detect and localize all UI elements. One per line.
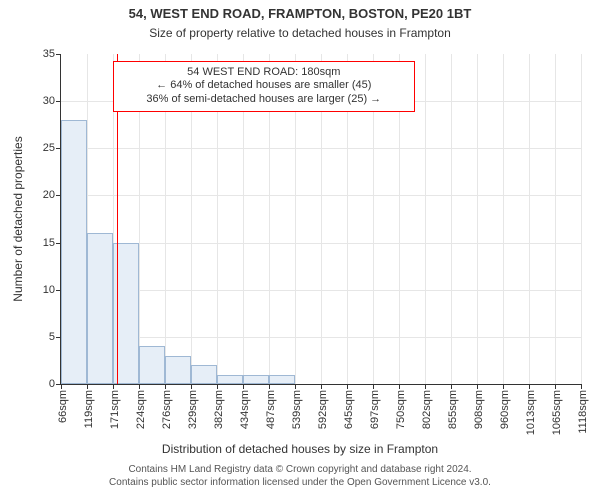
histogram-bar [61, 120, 87, 384]
histogram-bar [269, 375, 295, 384]
x-tick-mark [191, 384, 192, 389]
x-tick-label: 487sqm [265, 390, 277, 429]
x-tick-label: 908sqm [473, 390, 485, 429]
histogram-bar [243, 375, 269, 384]
callout-line: 54 WEST END ROAD: 180sqm [120, 66, 408, 80]
x-tick-label: 750sqm [395, 390, 407, 429]
x-tick-mark [61, 384, 62, 389]
y-tick-label: 30 [43, 95, 61, 107]
x-tick-mark [87, 384, 88, 389]
x-tick-label: 592sqm [317, 390, 329, 429]
x-tick-label: 1013sqm [525, 390, 537, 435]
x-tick-mark [321, 384, 322, 389]
gridline-vertical [555, 54, 556, 384]
gridline-vertical [451, 54, 452, 384]
histogram-bar [191, 365, 217, 384]
y-tick-label: 0 [49, 378, 61, 390]
x-tick-label: 119sqm [83, 390, 95, 428]
attribution-text: Contains HM Land Registry data © Crown c… [0, 464, 600, 489]
x-tick-mark [295, 384, 296, 389]
x-tick-mark [555, 384, 556, 389]
histogram-bar [165, 356, 191, 384]
y-tick-label: 25 [43, 142, 61, 154]
gridline-vertical [529, 54, 530, 384]
gridline-vertical [503, 54, 504, 384]
y-tick-label: 20 [43, 189, 61, 201]
x-tick-mark [529, 384, 530, 389]
x-tick-label: 697sqm [369, 390, 381, 429]
x-tick-label: 645sqm [343, 390, 355, 429]
x-tick-label: 224sqm [135, 390, 147, 429]
x-tick-mark [113, 384, 114, 389]
gridline-vertical [581, 54, 582, 384]
histogram-bar [139, 346, 165, 384]
x-tick-mark [347, 384, 348, 389]
x-tick-label: 960sqm [499, 390, 511, 429]
callout-line: 36% of semi-detached houses are larger (… [120, 93, 408, 107]
callout-line: ← 64% of detached houses are smaller (45… [120, 79, 408, 93]
figure: 54, WEST END ROAD, FRAMPTON, BOSTON, PE2… [0, 0, 600, 500]
x-tick-label: 382sqm [213, 390, 225, 429]
x-tick-mark [373, 384, 374, 389]
x-tick-mark [165, 384, 166, 389]
x-tick-label: 1065sqm [551, 390, 563, 435]
x-tick-label: 276sqm [161, 390, 173, 429]
callout-box: 54 WEST END ROAD: 180sqm← 64% of detache… [113, 61, 415, 112]
y-axis-label: Number of detached properties [11, 136, 25, 301]
x-tick-label: 802sqm [421, 390, 433, 429]
y-tick-label: 5 [49, 331, 61, 343]
x-tick-mark [139, 384, 140, 389]
histogram-bar [217, 375, 243, 384]
gridline-vertical [425, 54, 426, 384]
x-tick-mark [581, 384, 582, 389]
x-tick-mark [269, 384, 270, 389]
x-tick-label: 539sqm [291, 390, 303, 429]
x-tick-label: 434sqm [239, 390, 251, 429]
x-tick-label: 171sqm [109, 390, 121, 429]
x-tick-mark [477, 384, 478, 389]
x-axis-label: Distribution of detached houses by size … [0, 442, 600, 456]
x-tick-mark [425, 384, 426, 389]
x-tick-label: 329sqm [187, 390, 199, 429]
y-tick-label: 10 [43, 284, 61, 296]
chart-title: 54, WEST END ROAD, FRAMPTON, BOSTON, PE2… [0, 6, 600, 21]
x-tick-label: 1118sqm [577, 390, 589, 434]
x-tick-label: 66sqm [57, 390, 69, 423]
gridline-vertical [477, 54, 478, 384]
chart-subtitle: Size of property relative to detached ho… [0, 26, 600, 40]
x-tick-label: 855sqm [447, 390, 459, 429]
x-tick-mark [399, 384, 400, 389]
histogram-bar [87, 233, 113, 384]
x-tick-mark [217, 384, 218, 389]
plot-area: 66sqm119sqm171sqm224sqm276sqm329sqm382sq… [60, 54, 581, 385]
y-tick-label: 35 [43, 48, 61, 60]
x-tick-mark [503, 384, 504, 389]
x-tick-mark [451, 384, 452, 389]
y-tick-label: 15 [43, 237, 61, 249]
x-tick-mark [243, 384, 244, 389]
